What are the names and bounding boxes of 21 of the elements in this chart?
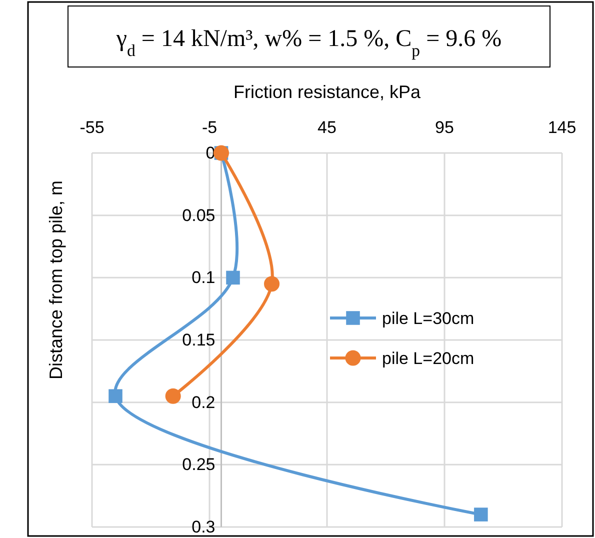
legend-label: pile L=20cm (382, 349, 474, 368)
x-tick-label: 145 (548, 118, 576, 137)
x-tick-label: 45 (318, 118, 336, 137)
legend-label: pile L=30cm (382, 309, 474, 328)
y-tick-label: 0.25 (182, 455, 216, 474)
y-tick-label: 0.3 (192, 517, 216, 536)
x-tick-label: -5 (202, 118, 218, 137)
y-tick-label: 0.05 (182, 206, 216, 225)
y-tick-label: 0.15 (182, 330, 216, 350)
point (108, 389, 122, 403)
y-axis-title: Distance from top pile, m (46, 180, 66, 380)
y-tick-label: 0.2 (192, 392, 216, 412)
point (226, 270, 240, 285)
point (165, 388, 181, 404)
x-axis-title: Friction resistance, kPa (233, 82, 422, 102)
x-tick-label: 95 (435, 118, 454, 137)
chart-title: γ$_{d}$ = 14 kN/m³, w% = 1.5 %, C$_{p}$ = 9.6 % (115, 26, 502, 60)
point (474, 508, 488, 522)
y-tick-label: 0.1 (192, 268, 216, 288)
x-tick-label: -55 (80, 118, 104, 137)
point (264, 276, 280, 292)
